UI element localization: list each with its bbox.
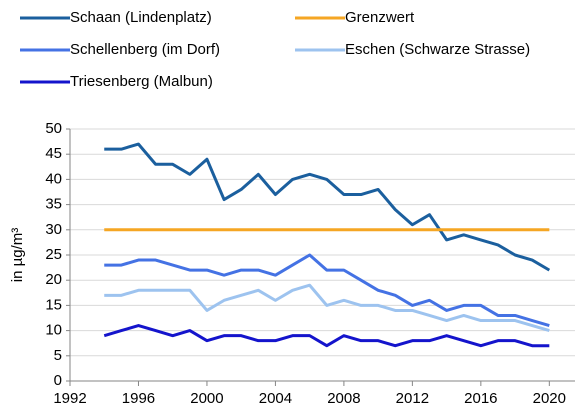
y-tick-label: 45	[45, 145, 62, 162]
y-tick-label: 25	[45, 246, 62, 263]
y-axis-label: in µg/m³	[9, 228, 26, 283]
series-line	[104, 253, 550, 327]
x-tick-label: 1996	[122, 390, 155, 407]
y-tick-label: 0	[54, 372, 62, 389]
y-tick-label: 40	[45, 170, 62, 187]
legend-label: Eschen (Schwarze Strasse)	[345, 41, 530, 58]
x-tick-label: 1992	[53, 390, 86, 407]
series-line	[104, 283, 550, 333]
y-tick-label: 30	[45, 221, 62, 238]
series-line	[103, 324, 550, 348]
legend-label: Grenzwert	[345, 9, 415, 26]
y-tick-label: 50	[45, 120, 62, 137]
x-tick-label: 2008	[327, 390, 360, 407]
y-tick-label: 10	[45, 322, 62, 339]
x-tick-label: 2020	[533, 390, 566, 407]
y-tick-label: 35	[45, 196, 62, 213]
y-tick-label: 20	[45, 271, 62, 288]
legend-label: Schaan (Lindenplatz)	[70, 9, 212, 26]
y-tick-label: 5	[54, 347, 62, 364]
y-tick-label: 15	[45, 296, 62, 313]
legend-label: Schellenberg (im Dorf)	[70, 41, 220, 58]
x-tick-label: 2004	[259, 390, 292, 407]
x-tick-label: 2016	[464, 390, 497, 407]
x-tick-label: 2012	[396, 390, 429, 407]
series-line	[104, 142, 551, 272]
x-tick-label: 2000	[190, 390, 223, 407]
legend-label: Triesenberg (Malbun)	[70, 73, 213, 90]
